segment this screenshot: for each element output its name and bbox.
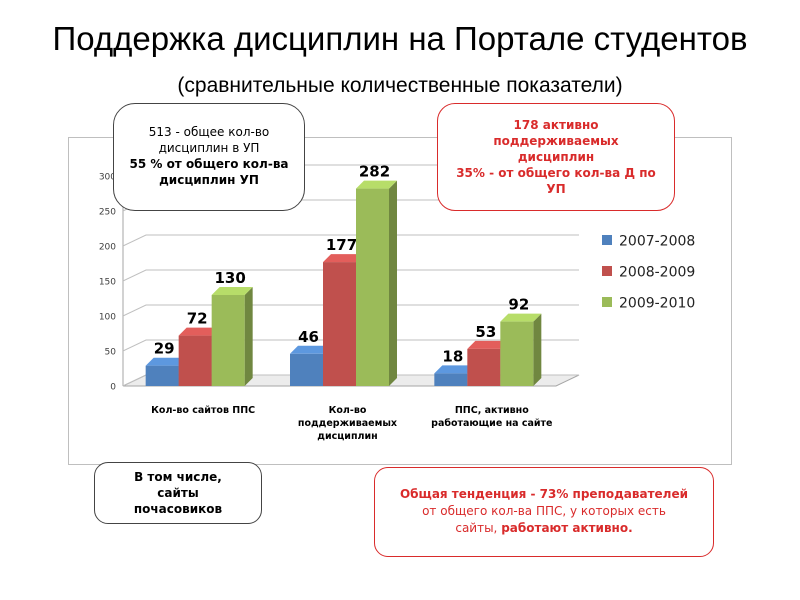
bar-top bbox=[356, 180, 397, 189]
data-label: 53 bbox=[475, 323, 496, 341]
bar bbox=[211, 295, 245, 386]
callout-text: сайты bbox=[157, 486, 199, 500]
bar bbox=[145, 365, 179, 386]
data-label: 92 bbox=[508, 296, 529, 314]
callout-text: Общая тенденция - 73% преподавателей bbox=[399, 487, 689, 501]
gridline bbox=[122, 339, 579, 352]
callout-text: поддерживаемых bbox=[493, 134, 619, 148]
y-tick-label: 100 bbox=[99, 313, 116, 323]
callout-text: дисциплин bbox=[517, 150, 595, 164]
gridline bbox=[122, 269, 579, 282]
data-label: 46 bbox=[298, 328, 319, 346]
x-tick-label: дисциплин bbox=[317, 431, 377, 442]
callout-active-disciplines: 178 активно поддерживаемых дисциплин 35%… bbox=[437, 103, 675, 211]
bar-side bbox=[244, 287, 253, 386]
data-label: 72 bbox=[187, 310, 208, 328]
slide-title-subtitle: (сравнительные количественные показатели… bbox=[177, 74, 623, 97]
slide-title-main: Поддержка дисциплин на Портале студентов bbox=[52, 20, 748, 57]
x-tick-label: ППС, активно bbox=[455, 405, 529, 416]
bar bbox=[323, 262, 356, 386]
callout-text: дисциплин УП bbox=[159, 173, 259, 187]
y-tick-label: 0 bbox=[110, 383, 116, 393]
callout-text: от общего кол-ва ППС, у которых есть bbox=[422, 504, 666, 518]
legend-swatch bbox=[602, 297, 612, 307]
bar bbox=[356, 188, 389, 386]
callout-text: В том числе, bbox=[134, 470, 222, 484]
x-tick-label: работающие на сайте bbox=[431, 418, 552, 429]
data-label: 177 bbox=[326, 236, 357, 254]
legend-swatch bbox=[602, 266, 612, 276]
callout-text: УП bbox=[546, 182, 566, 196]
bar-side bbox=[389, 180, 397, 386]
bar bbox=[178, 335, 212, 386]
callout-text: дисциплин в УП bbox=[158, 141, 260, 155]
x-tick-label: Кол-во сайтов ППС bbox=[151, 405, 255, 416]
x-tick-label: Кол-во bbox=[329, 405, 367, 416]
gridline bbox=[122, 234, 579, 247]
y-tick-label: 150 bbox=[99, 278, 116, 288]
gridline bbox=[122, 304, 579, 317]
callout-text: 35% - от общего кол-ва Д по bbox=[456, 166, 656, 180]
legend-entry: 2007-2008 bbox=[619, 234, 695, 250]
legend-entry: 2009-2010 bbox=[619, 296, 695, 312]
bar-top bbox=[211, 287, 253, 295]
y-tick-label: 300 bbox=[99, 173, 116, 183]
callout-hourly-sites: В том числе, сайты почасовиков bbox=[94, 462, 262, 524]
bar-top bbox=[467, 340, 509, 349]
legend-entry: 2008-2009 bbox=[619, 265, 695, 281]
bar-top bbox=[290, 345, 331, 354]
callout-total-disciplines: 513 - общее кол-во дисциплин в УП 55 % о… bbox=[113, 103, 305, 211]
x-tick-label: поддерживаемых bbox=[298, 418, 397, 429]
bar-top bbox=[434, 365, 476, 374]
bar bbox=[467, 348, 501, 386]
bar-top bbox=[323, 254, 364, 263]
y-tick-label: 250 bbox=[99, 208, 116, 218]
callout-text: 513 - общее кол-во bbox=[148, 125, 270, 139]
data-label: 18 bbox=[442, 347, 463, 365]
bar-top bbox=[500, 313, 542, 322]
bar-side bbox=[533, 313, 542, 386]
bar-top bbox=[145, 357, 187, 366]
callout-general-trend: Общая тенденция - 73% преподавателей от … bbox=[374, 467, 714, 557]
data-label: 130 bbox=[215, 269, 246, 287]
slide-title: Поддержка дисциплин на Портале студентов… bbox=[0, 18, 800, 107]
callout-text: 55 % от общего кол-ва bbox=[129, 157, 289, 171]
bar-top bbox=[178, 327, 220, 336]
y-tick-label: 50 bbox=[105, 348, 117, 358]
callout-text: работают активно. bbox=[501, 521, 633, 535]
data-label: 29 bbox=[154, 340, 175, 358]
bar bbox=[434, 373, 468, 386]
bar-chart: 0 50 100 150 200 250 300 29 72 130 Кол-во сайтов П… bbox=[99, 163, 696, 442]
y-tick-label: 200 bbox=[99, 243, 116, 253]
bar bbox=[500, 321, 534, 386]
callout-text: почасовиков bbox=[133, 502, 223, 516]
callout-text: 178 активно bbox=[513, 118, 599, 132]
callout-text: сайты, bbox=[455, 521, 502, 535]
legend-swatch bbox=[602, 235, 612, 245]
bar bbox=[290, 353, 323, 386]
data-label: 282 bbox=[359, 163, 390, 181]
